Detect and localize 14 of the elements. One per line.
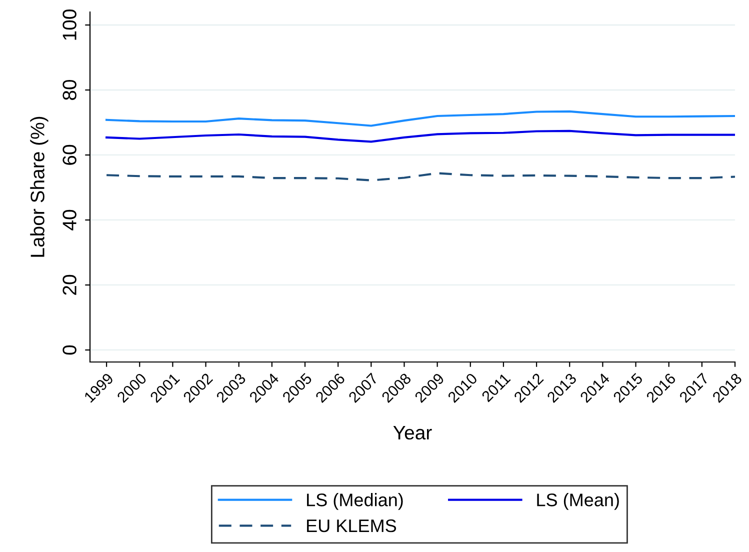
legend-label: LS (Mean) (537, 493, 619, 510)
line-series (105, 130, 735, 143)
y-tick-label: 100 (62, 10, 76, 40)
y-tick-label: 20 (62, 274, 76, 295)
y-axis-title: Labor Share (%) (30, 116, 48, 257)
y-tick-label: 40 (62, 210, 76, 230)
line-series (105, 110, 735, 127)
y-tick-label: 80 (62, 80, 76, 100)
x-axis-title: Year (393, 426, 432, 440)
line-series (105, 172, 735, 182)
y-tick-label: 0 (62, 345, 76, 355)
legend-label: LS (Median) (307, 493, 403, 510)
legend-label: EU KLEMS (307, 519, 396, 532)
y-tick-label: 60 (62, 144, 76, 165)
